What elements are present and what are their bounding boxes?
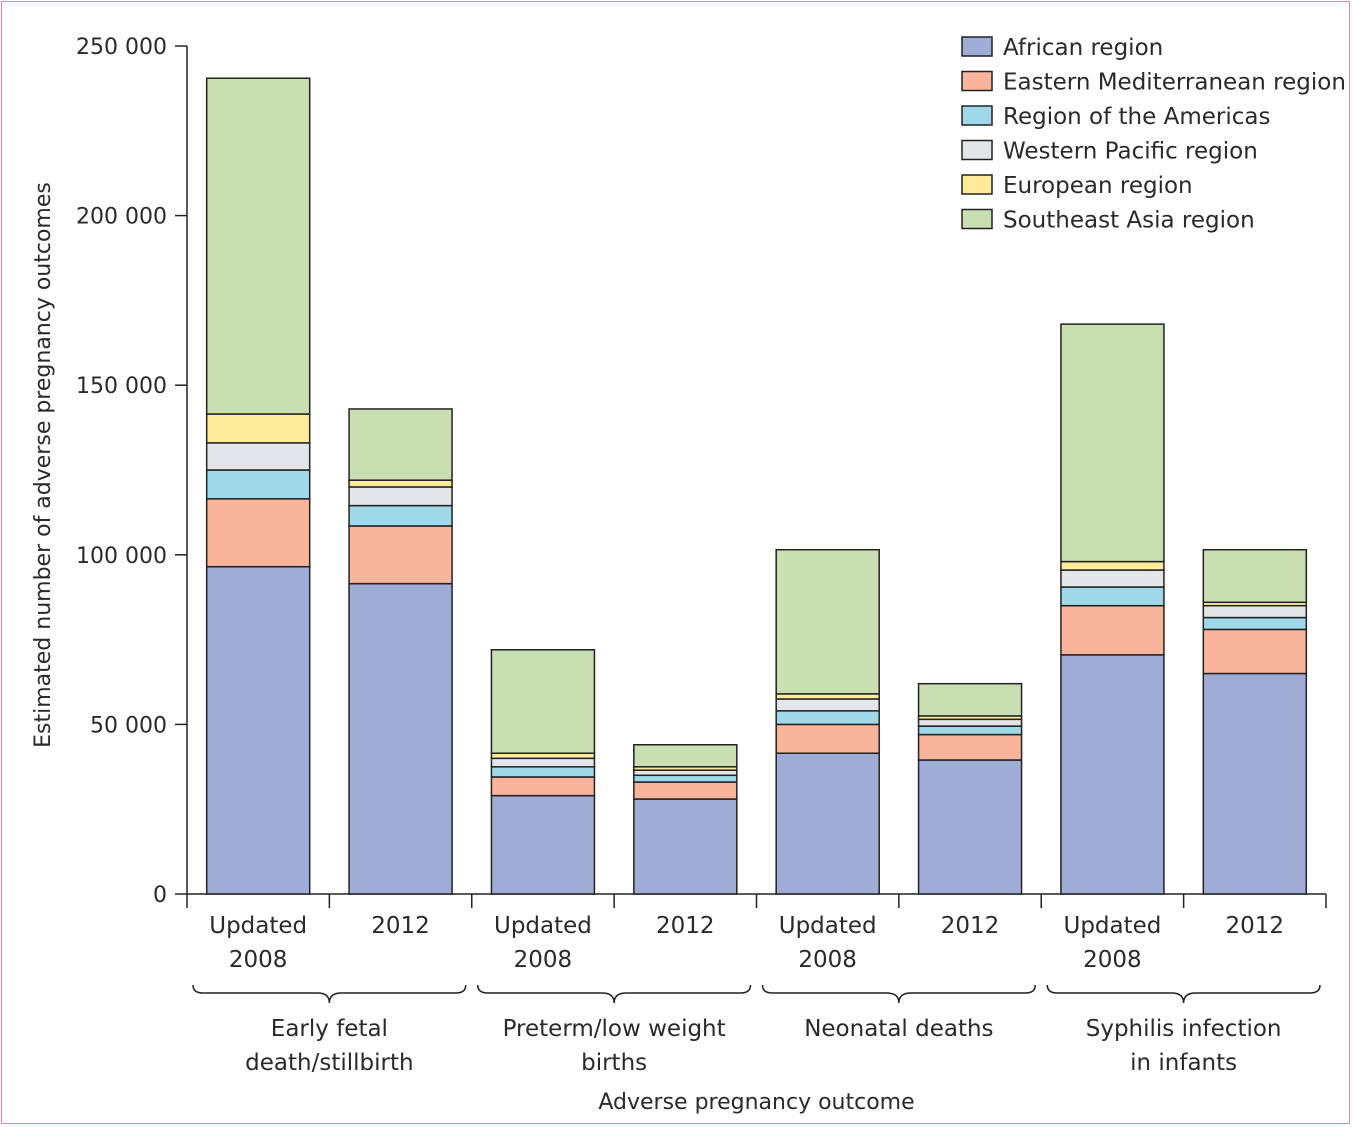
- bar-segment: [917, 733, 1023, 761]
- bar-segment: [1202, 548, 1308, 604]
- bar-segment: [1060, 569, 1165, 588]
- bar-segment: [490, 766, 596, 778]
- bar-segment: [1202, 616, 1308, 631]
- bar-segment: [775, 693, 880, 700]
- y-tick-label: 200 000: [76, 205, 167, 230]
- legend-label: African region: [1003, 35, 1163, 61]
- legend-label: Western Pacific region: [1003, 139, 1258, 165]
- bar-segment: [917, 725, 1023, 736]
- bar-segment: [348, 479, 453, 488]
- bar-segment: [205, 469, 311, 500]
- bar-segment: [490, 794, 596, 895]
- bar-segment: [490, 776, 596, 797]
- bar-segment: [348, 408, 453, 481]
- group-brace: [192, 984, 467, 1004]
- y-tick-label: 50 000: [90, 713, 167, 738]
- y-tick-label: 150 000: [76, 374, 167, 399]
- bar-segment: [205, 565, 311, 895]
- legend-swatch: [961, 70, 993, 92]
- group-label: in infants: [1130, 1050, 1237, 1076]
- bar-segment: [348, 486, 453, 507]
- bar-segment: [775, 723, 880, 754]
- bar-segment: [775, 548, 880, 695]
- bar-segment: [633, 798, 738, 895]
- bar-segment: [917, 759, 1023, 895]
- x-tick-label: Updated: [209, 913, 307, 939]
- x-tick-label: 2012: [371, 913, 430, 939]
- x-tick-label: 2008: [229, 947, 288, 973]
- bar-segment: [348, 504, 453, 527]
- bar-segment: [205, 442, 311, 471]
- legend-label: Eastern Mediterranean region: [1003, 70, 1346, 96]
- legend-swatch: [961, 208, 993, 230]
- group-label: Early fetal: [271, 1016, 388, 1042]
- group-label: Neonatal deaths: [804, 1016, 993, 1042]
- group-label: births: [581, 1050, 647, 1076]
- y-tick-label: 0: [153, 883, 167, 908]
- bar-segment: [633, 744, 738, 768]
- x-tick-label: 2012: [1226, 913, 1285, 939]
- legend-swatch: [961, 105, 993, 126]
- bar-segment: [633, 769, 738, 777]
- legend-swatch: [961, 139, 993, 161]
- bar-segment: [775, 752, 880, 895]
- bar-segment: [633, 781, 738, 800]
- group-label: death/stillbirth: [245, 1050, 413, 1076]
- y-tick-label: 250 000: [76, 35, 167, 60]
- legend-label: European region: [1003, 173, 1193, 199]
- x-axis-title: Adverse pregnancy outcome: [598, 1090, 914, 1115]
- bar-segment: [490, 649, 596, 754]
- bar-segment: [490, 752, 596, 760]
- legend-swatch: [961, 174, 993, 195]
- bar-segment: [917, 682, 1023, 717]
- x-tick-label: Updated: [779, 913, 877, 939]
- bar-segment: [1060, 323, 1165, 563]
- x-tick-label: 2008: [798, 947, 857, 973]
- group-label: Syphilis infection: [1086, 1016, 1282, 1042]
- bar-segment: [775, 710, 880, 726]
- bar-segment: [1202, 628, 1308, 675]
- y-tick-label: 100 000: [76, 544, 167, 569]
- x-tick-label: Updated: [1063, 913, 1161, 939]
- bar-segment: [633, 774, 738, 783]
- bar-segment: [1202, 672, 1308, 895]
- bar-segment: [348, 582, 453, 895]
- bar-segment: [205, 498, 311, 568]
- x-tick-label: Updated: [494, 913, 592, 939]
- bar-segment: [1060, 586, 1165, 607]
- bar-segment: [917, 718, 1023, 727]
- group-brace: [477, 984, 752, 1004]
- x-tick-label: 2012: [941, 913, 1000, 939]
- bar-segment: [1060, 654, 1165, 895]
- group-brace: [1046, 984, 1321, 1004]
- y-axis-title: Estimated number of adverse pregnancy ou…: [31, 182, 56, 748]
- group-label: Preterm/low weight: [503, 1016, 726, 1042]
- x-tick-label: 2008: [514, 947, 573, 973]
- x-tick-label: 2008: [1083, 947, 1142, 973]
- bar-segment: [490, 757, 596, 768]
- bar-segment: [1060, 560, 1165, 571]
- bar-segment: [1060, 604, 1165, 656]
- bar-segment: [348, 525, 453, 585]
- x-tick-label: 2012: [656, 913, 715, 939]
- bar-segment: [205, 413, 311, 444]
- bar-segment: [775, 698, 880, 712]
- legend-label: Southeast Asia region: [1003, 208, 1255, 234]
- group-brace: [761, 984, 1036, 1004]
- legend-label: Region of the Americas: [1003, 104, 1270, 130]
- legend-swatch: [961, 36, 993, 57]
- bar-segment: [1202, 604, 1308, 619]
- bar-segment: [205, 77, 311, 415]
